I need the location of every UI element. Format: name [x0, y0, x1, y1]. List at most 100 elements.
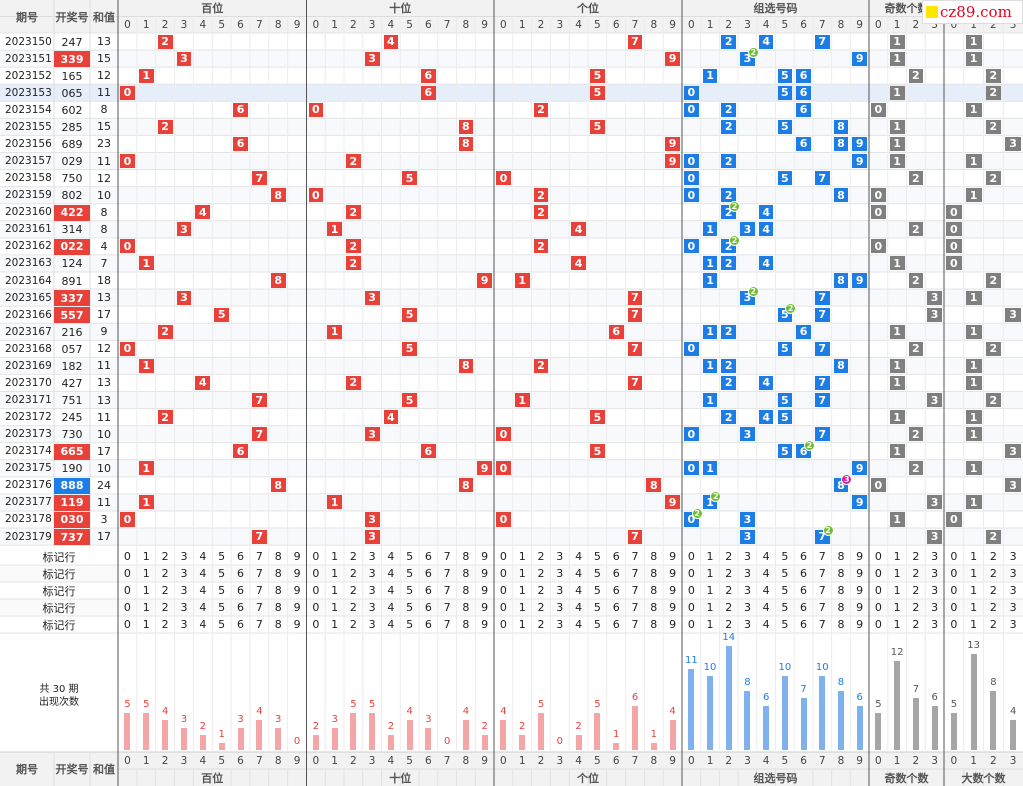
marker-cell[interactable]: 0: [312, 601, 320, 614]
marker-cell[interactable]: 3: [1009, 618, 1017, 631]
marker-cell[interactable]: 3: [368, 567, 376, 580]
marker-cell[interactable]: 9: [481, 567, 489, 580]
marker-cell[interactable]: 4: [575, 618, 583, 631]
marker-cell[interactable]: 8: [650, 550, 658, 563]
marker-cell[interactable]: 1: [331, 601, 339, 614]
marker-cell[interactable]: 0: [687, 567, 695, 580]
marker-cell[interactable]: 8: [274, 550, 282, 563]
marker-cell[interactable]: 1: [518, 618, 526, 631]
marker-cell[interactable]: 0: [312, 618, 320, 631]
marker-cell[interactable]: 6: [237, 567, 245, 580]
marker-cell[interactable]: 8: [274, 567, 282, 580]
marker-cell[interactable]: 2: [537, 618, 545, 631]
marker-cell[interactable]: 3: [556, 618, 564, 631]
marker-cell[interactable]: 0: [874, 601, 882, 614]
marker-cell[interactable]: 0: [950, 584, 958, 597]
marker-cell[interactable]: 4: [387, 618, 395, 631]
marker-cell[interactable]: 0: [950, 601, 958, 614]
marker-cell[interactable]: 9: [856, 550, 864, 563]
marker-cell[interactable]: 2: [161, 567, 169, 580]
marker-cell[interactable]: 2: [349, 567, 357, 580]
marker-cell[interactable]: 7: [818, 601, 826, 614]
marker-cell[interactable]: 9: [669, 550, 677, 563]
marker-cell[interactable]: 6: [237, 550, 245, 563]
marker-cell[interactable]: 0: [499, 567, 507, 580]
marker-cell[interactable]: 7: [443, 567, 451, 580]
marker-cell[interactable]: 1: [331, 567, 339, 580]
marker-cell[interactable]: 5: [781, 567, 789, 580]
marker-cell[interactable]: 5: [781, 550, 789, 563]
marker-cell[interactable]: 1: [142, 618, 150, 631]
marker-cell[interactable]: 0: [499, 550, 507, 563]
marker-cell[interactable]: 1: [970, 601, 978, 614]
marker-cell[interactable]: 2: [161, 618, 169, 631]
marker-cell[interactable]: 7: [818, 584, 826, 597]
marker-cell[interactable]: 3: [931, 584, 939, 597]
marker-cell[interactable]: 0: [950, 550, 958, 563]
marker-cell[interactable]: 3: [180, 618, 188, 631]
marker-cell[interactable]: 3: [556, 601, 564, 614]
marker-cell[interactable]: 2: [989, 601, 997, 614]
marker-cell[interactable]: 2: [912, 550, 920, 563]
marker-cell[interactable]: 3: [743, 550, 751, 563]
marker-cell[interactable]: 6: [800, 567, 808, 580]
marker-cell[interactable]: 2: [912, 584, 920, 597]
marker-cell[interactable]: 7: [255, 567, 263, 580]
marker-cell[interactable]: 3: [1009, 601, 1017, 614]
marker-cell[interactable]: 1: [893, 567, 901, 580]
marker-cell[interactable]: 7: [443, 601, 451, 614]
marker-cell[interactable]: 3: [368, 584, 376, 597]
marker-cell[interactable]: 5: [218, 584, 226, 597]
marker-cell[interactable]: 3: [180, 550, 188, 563]
marker-cell[interactable]: 2: [989, 567, 997, 580]
marker-cell[interactable]: 9: [856, 567, 864, 580]
marker-cell[interactable]: 0: [950, 567, 958, 580]
marker-cell[interactable]: 8: [650, 618, 658, 631]
marker-cell[interactable]: 4: [199, 567, 207, 580]
marker-cell[interactable]: 0: [874, 567, 882, 580]
marker-cell[interactable]: 6: [237, 601, 245, 614]
marker-cell[interactable]: 4: [199, 584, 207, 597]
marker-cell[interactable]: 7: [818, 618, 826, 631]
marker-cell[interactable]: 8: [650, 567, 658, 580]
marker-cell[interactable]: 6: [612, 550, 620, 563]
marker-cell[interactable]: 1: [331, 584, 339, 597]
marker-cell[interactable]: 1: [142, 550, 150, 563]
marker-cell[interactable]: 7: [255, 584, 263, 597]
marker-cell[interactable]: 6: [424, 601, 432, 614]
marker-cell[interactable]: 8: [650, 584, 658, 597]
marker-cell[interactable]: 5: [406, 567, 414, 580]
marker-cell[interactable]: 3: [743, 567, 751, 580]
marker-cell[interactable]: 1: [142, 601, 150, 614]
marker-cell[interactable]: 1: [142, 584, 150, 597]
marker-cell[interactable]: 9: [481, 584, 489, 597]
marker-cell[interactable]: 4: [575, 550, 583, 563]
marker-cell[interactable]: 3: [931, 618, 939, 631]
marker-cell[interactable]: 8: [462, 567, 470, 580]
marker-cell[interactable]: 2: [161, 601, 169, 614]
marker-cell[interactable]: 1: [518, 601, 526, 614]
marker-cell[interactable]: 1: [970, 567, 978, 580]
marker-cell[interactable]: 0: [312, 584, 320, 597]
marker-cell[interactable]: 3: [368, 618, 376, 631]
marker-cell[interactable]: 4: [387, 601, 395, 614]
marker-cell[interactable]: 4: [387, 550, 395, 563]
marker-cell[interactable]: 3: [556, 567, 564, 580]
marker-cell[interactable]: 5: [781, 618, 789, 631]
marker-cell[interactable]: 5: [406, 601, 414, 614]
marker-cell[interactable]: 6: [424, 584, 432, 597]
marker-cell[interactable]: 5: [593, 601, 601, 614]
site-watermark[interactable]: cz89.com: [922, 0, 1023, 24]
marker-cell[interactable]: 9: [669, 618, 677, 631]
marker-cell[interactable]: 9: [856, 601, 864, 614]
marker-cell[interactable]: 8: [274, 618, 282, 631]
marker-cell[interactable]: 4: [199, 618, 207, 631]
marker-cell[interactable]: 7: [443, 550, 451, 563]
marker-cell[interactable]: 1: [893, 584, 901, 597]
marker-cell[interactable]: 6: [424, 567, 432, 580]
marker-cell[interactable]: 9: [293, 567, 301, 580]
marker-cell[interactable]: 5: [218, 567, 226, 580]
marker-cell[interactable]: 2: [349, 550, 357, 563]
marker-cell[interactable]: 3: [180, 601, 188, 614]
marker-cell[interactable]: 3: [1009, 567, 1017, 580]
